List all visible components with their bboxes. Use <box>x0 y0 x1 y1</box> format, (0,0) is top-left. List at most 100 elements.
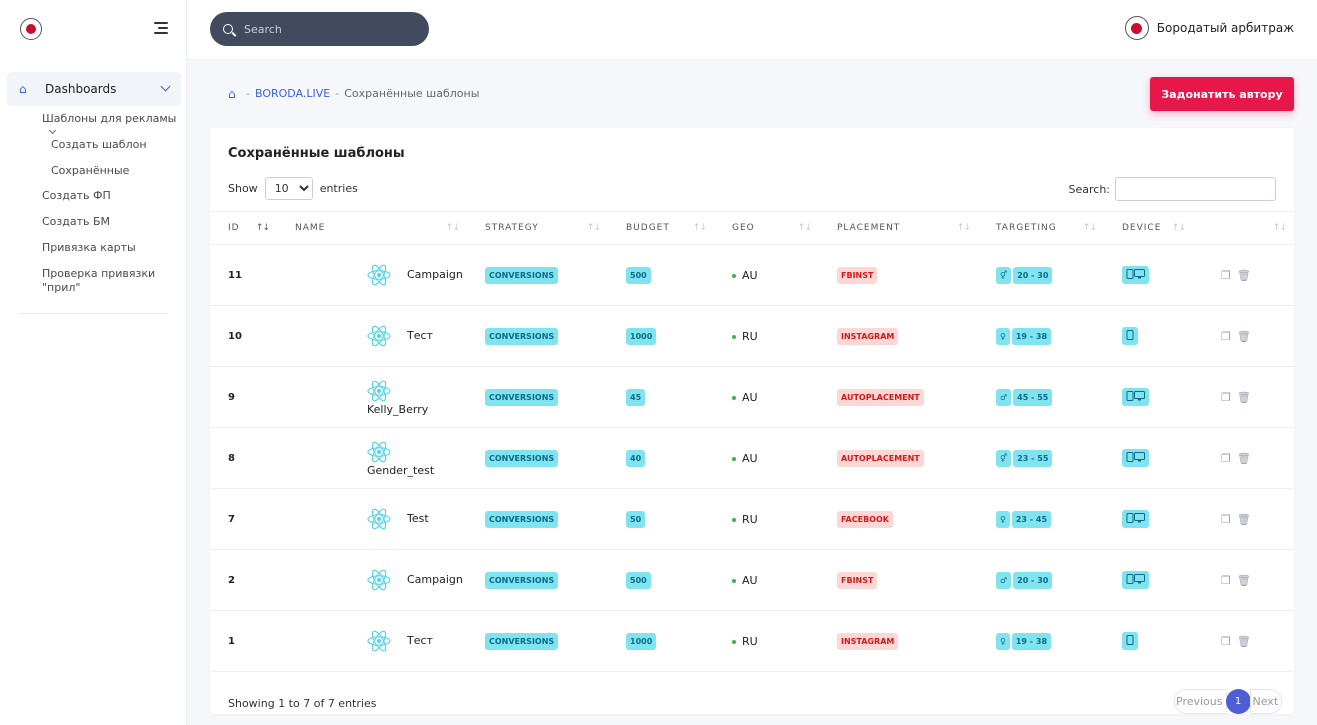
sidebar-item-check-link[interactable]: Проверка привязки "прил" <box>42 267 155 295</box>
sort-icon: ↑↓ <box>1082 223 1097 233</box>
sidebar-item-templates[interactable]: Шаблоны для рекламы <box>42 112 186 138</box>
device-badge <box>1122 632 1138 650</box>
cell-device <box>1104 366 1193 428</box>
search-input[interactable] <box>244 22 414 36</box>
column-label: BUDGET <box>626 223 670 233</box>
template-name[interactable]: Campaign <box>407 268 463 281</box>
column-header-device[interactable]: DEVICE ↑↓ <box>1104 211 1193 245</box>
sidebar-item-dashboards[interactable]: ⌂ Dashboards <box>7 72 181 106</box>
column-label: STRATEGY <box>485 223 539 233</box>
next-page-button[interactable]: Next <box>1249 689 1283 714</box>
status-dot-icon <box>732 639 736 644</box>
strategy-badge: CONVERSIONS <box>485 327 559 345</box>
page-size-select[interactable]: 10 <box>264 177 313 200</box>
sidebar-item-create-template[interactable]: Создать шаблон <box>51 138 147 151</box>
column-header-geo[interactable]: GEO ↑↓ <box>714 211 819 245</box>
table-row[interactable]: 9 Kelly_Berry CONVERSIONS 45 AU AUTOPLACEMENT… <box>210 366 1294 428</box>
trash-icon[interactable]: 🗑 <box>1236 451 1251 465</box>
copy-icon[interactable]: ❐ <box>1221 329 1231 343</box>
table-row[interactable]: 1 Тест CONVERSIONS 1000 RU INSTAGRAM ♀ 19 - 38 ❐… <box>210 610 1294 672</box>
menu-toggle-icon[interactable] <box>154 22 168 36</box>
cell-id: 2 <box>210 549 277 611</box>
template-name[interactable]: Campaign <box>407 573 463 586</box>
geo-value: AU <box>742 451 758 465</box>
trash-icon[interactable]: 🗑 <box>1236 390 1251 404</box>
age-badge: 20 - 30 <box>1013 266 1053 284</box>
sidebar-item-card-link[interactable]: Привязка карты <box>42 241 136 254</box>
cell-geo: AU <box>714 244 819 306</box>
age-badge: 45 - 55 <box>1013 388 1053 406</box>
user-menu[interactable]: Бородатый арбитраж <box>1124 16 1294 40</box>
sort-icon: ↑↓ <box>255 223 270 233</box>
sidebar-item-create-bm[interactable]: Создать БМ <box>42 215 111 228</box>
copy-icon[interactable]: ❐ <box>1221 451 1231 465</box>
cell-placement: FBINST <box>819 244 978 306</box>
cell-id: 1 <box>210 610 277 672</box>
cell-name: Тест <box>277 610 467 672</box>
show-label: Show <box>228 182 258 195</box>
cell-id: 8 <box>210 427 277 489</box>
copy-icon[interactable]: ❐ <box>1221 634 1231 648</box>
table-row[interactable]: 2 Campaign CONVERSIONS 500 AU FBINST ♂ 20 - 30 ❐… <box>210 549 1294 611</box>
search-box[interactable] <box>210 12 429 46</box>
template-name[interactable]: Kelly_Berry <box>367 402 429 416</box>
table-info: Showing 1 to 7 of 7 entries <box>228 697 377 710</box>
budget-badge: 500 <box>626 571 651 589</box>
budget-badge: 1000 <box>626 632 657 650</box>
template-name[interactable]: Test <box>407 512 429 525</box>
table-row[interactable]: 7 Test CONVERSIONS 50 RU FACEBOOK ♀ 23 - 45 ❐ 🗑 <box>210 488 1294 550</box>
trash-icon[interactable]: 🗑 <box>1236 268 1251 282</box>
column-header-targeting[interactable]: TARGETING ↑↓ <box>978 211 1104 245</box>
desktop-icon <box>1134 391 1145 403</box>
trash-icon[interactable]: 🗑 <box>1236 329 1251 343</box>
copy-icon[interactable]: ❐ <box>1221 268 1231 282</box>
copy-icon[interactable]: ❐ <box>1221 573 1231 587</box>
cell-targeting: ♂ 20 - 30 <box>978 549 1104 611</box>
column-header-placement[interactable]: PLACEMENT ↑↓ <box>819 211 978 245</box>
table-row[interactable]: 11 Campaign CONVERSIONS 500 AU FBINST ⚥ 20 - 30… <box>210 244 1294 306</box>
chevron-down-icon <box>48 126 57 135</box>
trash-icon[interactable]: 🗑 <box>1236 634 1251 648</box>
breadcrumb-root-link[interactable]: BORODA.LIVE <box>254 87 331 100</box>
trash-icon[interactable]: 🗑 <box>1236 512 1251 526</box>
phone-icon <box>1126 391 1134 403</box>
trash-icon[interactable]: 🗑 <box>1236 573 1251 587</box>
sidebar-item-saved[interactable]: Сохранённые <box>51 164 130 177</box>
home-icon[interactable]: ⌂ <box>228 86 236 101</box>
page-1-button[interactable]: 1 <box>1225 689 1251 714</box>
table-search-input[interactable] <box>1115 177 1276 201</box>
previous-page-button[interactable]: Previous <box>1174 689 1227 714</box>
cell-budget: 500 <box>608 549 714 611</box>
react-icon <box>367 629 391 653</box>
cell-actions: ❐ 🗑 <box>1193 610 1294 672</box>
donate-button[interactable]: Задонатить автору <box>1150 77 1294 111</box>
cell-actions: ❐ 🗑 <box>1193 488 1294 550</box>
column-header-actions[interactable]: ↑↓ <box>1193 211 1294 245</box>
column-label: NAME <box>295 223 326 233</box>
copy-icon[interactable]: ❐ <box>1221 512 1231 526</box>
template-name[interactable]: Gender_test <box>367 463 435 477</box>
table-row[interactable]: 8 Gender_test CONVERSIONS 40 AU AUTOPLACEMENT… <box>210 427 1294 489</box>
sidebar-divider <box>18 313 168 314</box>
age-badge: 23 - 55 <box>1013 449 1053 467</box>
column-header-strategy[interactable]: STRATEGY ↑↓ <box>467 211 608 245</box>
column-header-budget[interactable]: BUDGET ↑↓ <box>608 211 714 245</box>
cell-targeting: ♀ 19 - 38 <box>978 305 1104 367</box>
placement-badge: FBINST <box>837 266 878 284</box>
geo-value: RU <box>742 329 758 343</box>
column-header-id[interactable]: ID ↑↓ <box>210 211 277 245</box>
geo-value: RU <box>742 512 758 526</box>
copy-icon[interactable]: ❐ <box>1221 390 1231 404</box>
sidebar-item-create-fp[interactable]: Создать ФП <box>42 189 111 202</box>
logo-icon[interactable] <box>20 18 42 40</box>
template-name[interactable]: Тест <box>407 634 433 647</box>
gender-icon: ⚥ <box>996 266 1012 284</box>
column-header-name[interactable]: NAME ↑↓ <box>277 211 467 245</box>
budget-badge: 40 <box>626 449 646 467</box>
template-name[interactable]: Тест <box>407 329 433 342</box>
page-size-control: Show 10 entries <box>228 177 358 200</box>
device-badge <box>1122 327 1138 345</box>
strategy-badge: CONVERSIONS <box>485 632 559 650</box>
phone-icon <box>1126 452 1134 464</box>
table-row[interactable]: 10 Тест CONVERSIONS 1000 RU INSTAGRAM ♀ 19 - 38… <box>210 305 1294 367</box>
